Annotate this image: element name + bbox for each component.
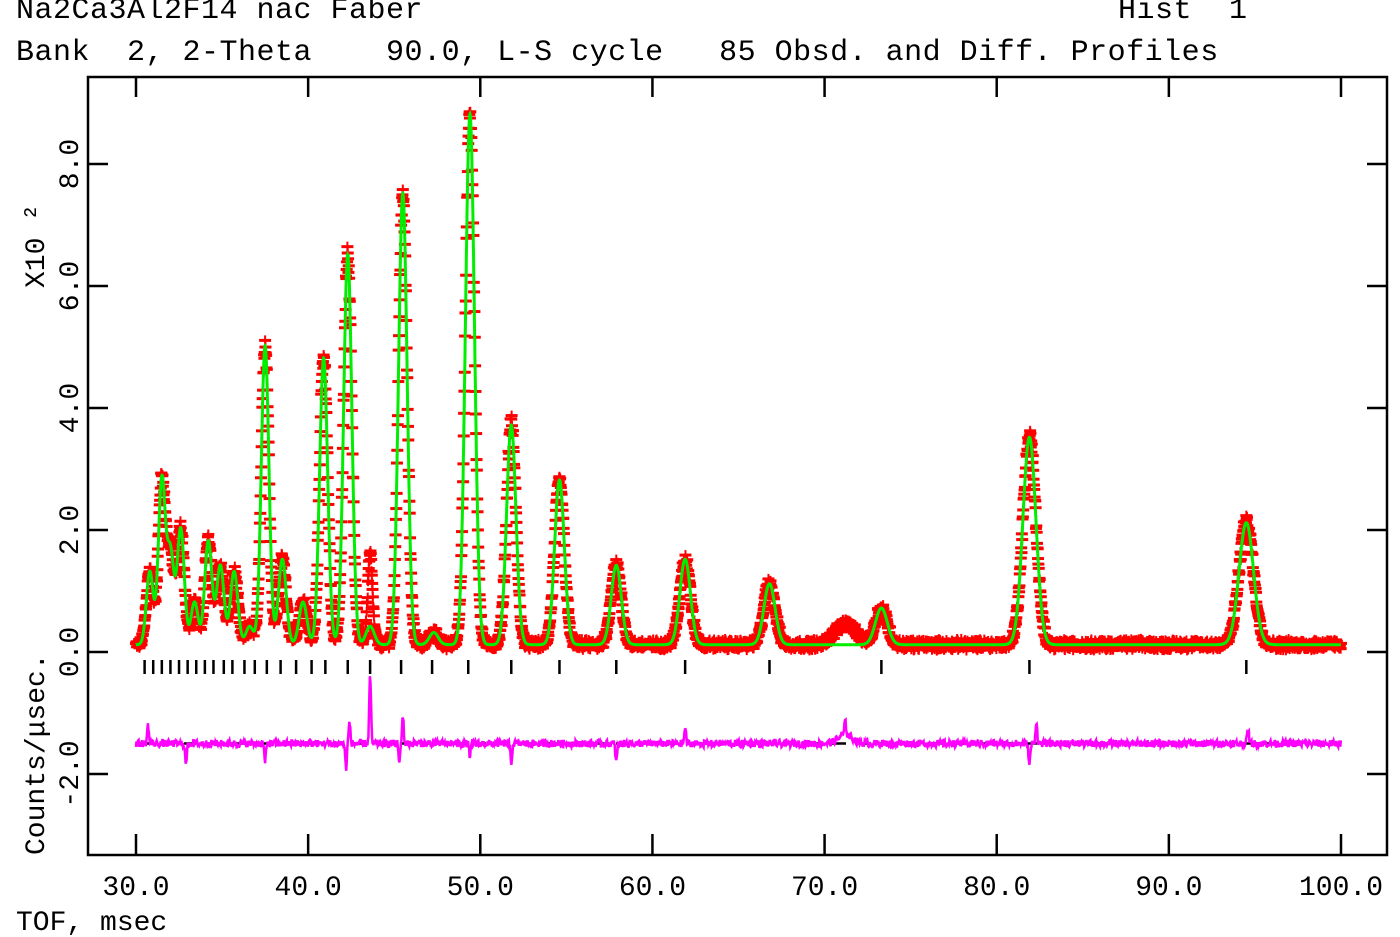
chart-subtitle: Bank 2, 2-Theta 90.0, L-S cycle 85 Obsd.…: [16, 36, 1219, 70]
y-tick-label: 0.0: [56, 627, 87, 677]
x-tick-label: 80.0: [963, 873, 1030, 904]
x-tick-label: 50.0: [447, 873, 514, 904]
chart-title: Na2Ca3Al2F14 nac Faber: [16, 0, 424, 28]
y-multiplier-label: X10 ²: [22, 204, 53, 288]
y-tick-label: -2.0: [56, 740, 87, 807]
x-axis-label: TOF, msec: [16, 908, 167, 937]
y-tick-label: 2.0: [56, 505, 87, 555]
plot-frame: [86, 75, 1389, 857]
y-axis-label: Counts/μsec.: [22, 653, 53, 855]
x-tick-label: 40.0: [275, 873, 342, 904]
y-tick-label: 6.0: [56, 261, 87, 311]
y-tick-label: 4.0: [56, 383, 87, 433]
histogram-label: Hist 1: [1118, 0, 1248, 28]
y-tick-label: 8.0: [56, 139, 87, 189]
x-tick-label: 70.0: [791, 873, 858, 904]
y-axis: -2.0 0.0 2.0 4.0 6.0 8.0: [56, 139, 1387, 808]
x-tick-label: 100.0: [1299, 873, 1383, 904]
difference-profile: [134, 676, 1343, 771]
calculated-profile: [135, 109, 1341, 647]
x-tick-label: 90.0: [1135, 873, 1202, 904]
observed-profile: [130, 106, 1347, 656]
x-axis: 30.0 40.0 50.0 60.0 70.0 80.0 90.0 100.0: [102, 77, 1383, 904]
x-tick-label: 60.0: [619, 873, 686, 904]
reflection-ticks: [143, 660, 1248, 674]
x-tick-label: 30.0: [102, 873, 169, 904]
